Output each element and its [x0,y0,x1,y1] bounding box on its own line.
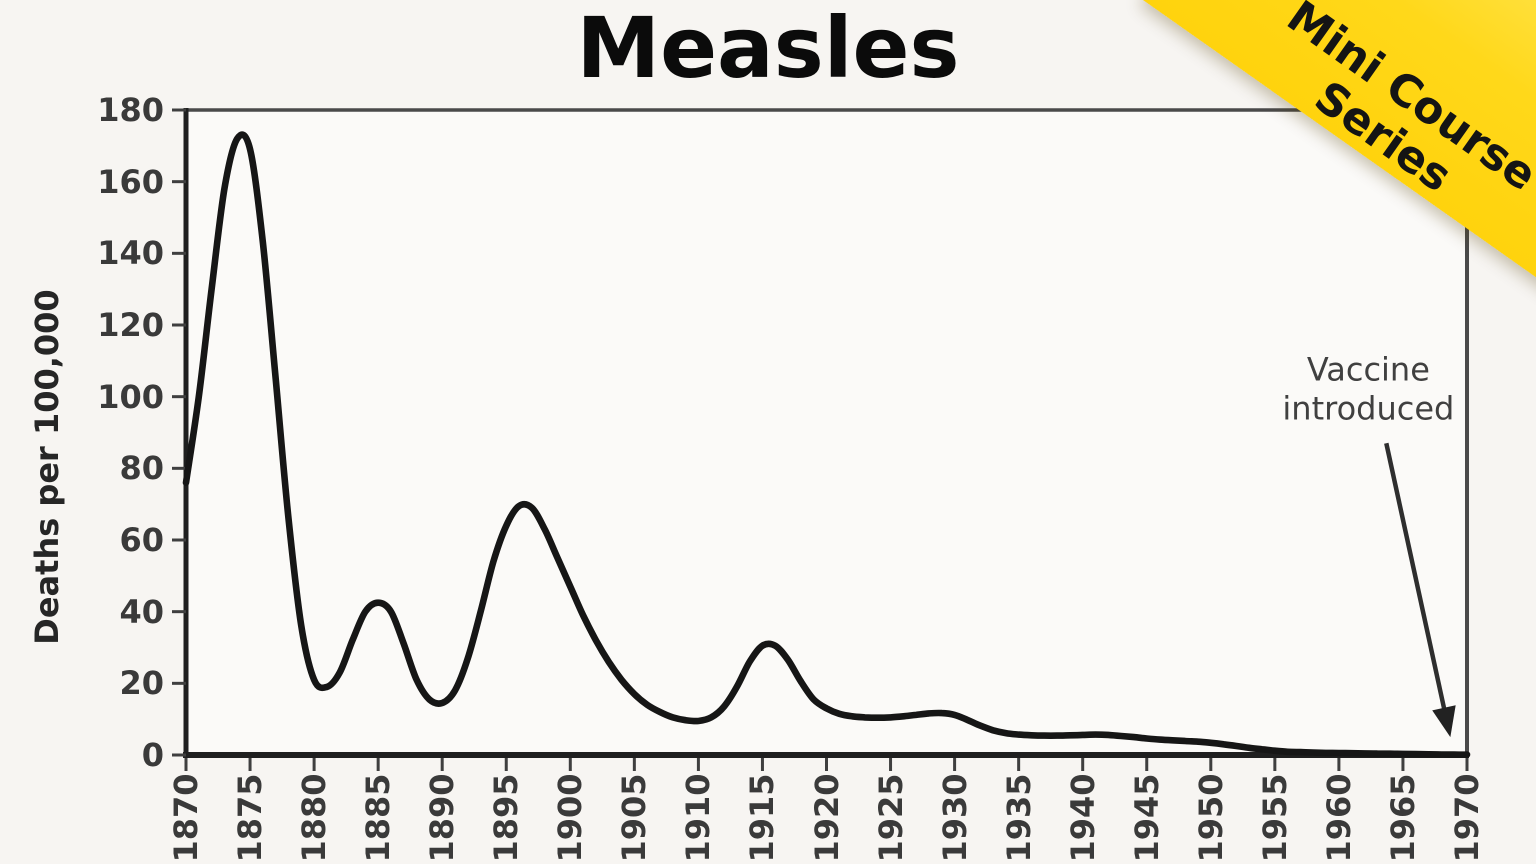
y-tick-label: 140 [97,234,164,273]
x-tick-label: 1900 [551,773,590,863]
x-tick-label: 1875 [231,773,270,863]
vaccine-annotation-line-2: introduced [1282,389,1455,428]
x-tick-label: 1885 [359,773,398,863]
x-tick-label: 1930 [935,773,974,863]
page-title: Measles [576,0,960,97]
x-tick-label: 1945 [1127,773,1166,863]
y-tick-label: 100 [97,377,164,416]
x-tick-label: 1965 [1383,773,1422,863]
x-tick-label: 1935 [999,773,1038,863]
y-tick-label: 180 [97,91,164,129]
x-tick-label: 1920 [807,773,846,863]
y-tick-label: 20 [119,664,164,703]
plot-area [186,110,1467,755]
y-tick-label: 40 [119,592,164,631]
measles-curve [182,131,1471,758]
y-tick-label: 60 [119,521,164,559]
y-tick-label: 0 [141,736,164,774]
x-tick-label: 1925 [871,773,910,863]
x-tick-label: 1880 [295,773,334,863]
x-tick-label: 1870 [167,773,205,863]
x-tick-label: 1950 [1191,773,1230,863]
vaccine-annotation-line-1: Vaccine [1306,349,1430,388]
x-tick-label: 1970 [1448,773,1486,863]
x-tick-label: 1910 [679,773,718,863]
x-tick-label: 1960 [1319,773,1358,863]
annotation-arrow-head [1432,705,1456,738]
y-tick-label: 160 [97,162,164,201]
x-tick-label: 1915 [743,773,782,863]
y-tick-label: 80 [119,449,164,488]
vaccine-annotation: Vaccine introduced [1282,350,1454,429]
x-tick-label: 1890 [423,773,462,863]
x-tick-label: 1940 [1063,773,1102,863]
x-tick-label: 1895 [487,773,526,863]
x-tick-label: 1955 [1255,773,1294,863]
annotation-arrow-line [1384,442,1449,719]
x-tick-label: 1905 [615,773,654,863]
y-tick-label: 120 [97,306,164,344]
